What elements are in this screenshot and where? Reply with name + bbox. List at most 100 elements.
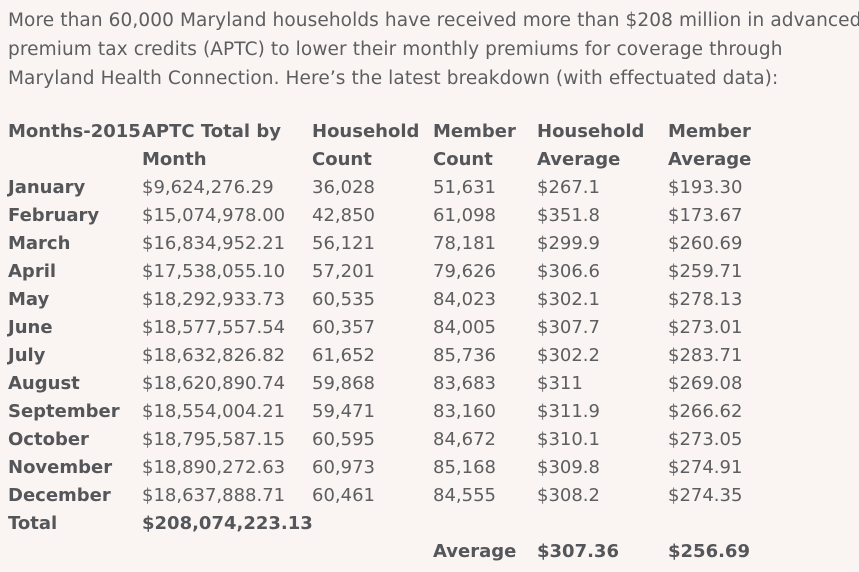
cell-month: November [8, 457, 113, 478]
cell-household-average: $302.2 [537, 345, 600, 366]
cell-member-average: $260.69 [668, 233, 743, 254]
cell-aptc-total: $9,624,276.29 [142, 177, 274, 198]
cell-month: March [8, 233, 71, 254]
header-household-average-line2: Average [537, 149, 621, 170]
cell-member-count: 78,181 [433, 233, 496, 254]
cell-aptc-total: $18,637,888.71 [142, 485, 286, 506]
cell-member-count: 83,160 [433, 401, 496, 422]
intro-line-1: More than 60,000 Maryland households hav… [8, 10, 859, 31]
cell-month: January [8, 177, 86, 198]
header-row: Months-2015 APTC Total by Month Househol… [8, 118, 857, 174]
cell-member-average [668, 510, 857, 538]
cell-member-count: 84,555 [433, 485, 496, 506]
cell-aptc-total: $18,632,826.82 [142, 345, 286, 366]
header-member-average-line1: Member [668, 121, 751, 142]
header-member-count-line1: Member [433, 121, 516, 142]
header-household-count-line2: Count [312, 149, 372, 170]
cell-aptc-total: $208,074,223.13 [142, 513, 313, 534]
cell-aptc-total: $18,577,557.54 [142, 317, 286, 338]
cell-member-count: 84,023 [433, 289, 496, 310]
intro-line-2: premium tax credits (APTC) to lower thei… [8, 39, 783, 60]
table-row: January $9,624,276.29 36,028 51,631 $267… [8, 174, 857, 202]
cell-month: February [8, 205, 100, 226]
cell-household-count: 61,652 [312, 345, 375, 366]
table-row: March $16,834,952.21 56,121 78,181 $299.… [8, 230, 857, 258]
intro-paragraph: More than 60,000 Maryland households hav… [8, 6, 859, 93]
cell-household-count [312, 510, 433, 538]
average-household-value: $307.36 [537, 541, 619, 562]
aptc-table: Months-2015 APTC Total by Month Househol… [8, 118, 857, 566]
table-row: July $18,632,826.82 61,652 85,736 $302.2… [8, 342, 857, 370]
header-member-count-line2: Count [433, 149, 493, 170]
header-household-count: Household Count [312, 118, 433, 174]
table-row: June $18,577,557.54 60,357 84,005 $307.7… [8, 314, 857, 342]
cell-household-count: 59,868 [312, 373, 375, 394]
cell-household-count: 60,461 [312, 485, 375, 506]
cell-household-average: $309.8 [537, 457, 600, 478]
table-row: December $18,637,888.71 60,461 84,555 $3… [8, 482, 857, 510]
cell-household-average: $310.1 [537, 429, 600, 450]
cell-member-average: $173.67 [668, 205, 743, 226]
intro-line-3: Maryland Health Connection. Here’s the l… [8, 68, 779, 89]
average-row-label: Average [433, 541, 517, 562]
cell-member-count: 79,626 [433, 261, 496, 282]
cell-aptc-total: $16,834,952.21 [142, 233, 286, 254]
average-row-spacer-1 [8, 538, 142, 566]
table-row: September $18,554,004.21 59,471 83,160 $… [8, 398, 857, 426]
cell-member-count: 85,168 [433, 457, 496, 478]
header-months: Months-2015 [8, 118, 142, 174]
cell-member-average: $193.30 [668, 177, 743, 198]
header-household-average-line1: Household [537, 121, 645, 142]
cell-household-count: 36,028 [312, 177, 375, 198]
header-aptc-total-line2: Month [142, 149, 207, 170]
cell-member-average: $278.13 [668, 289, 743, 310]
header-member-average-line2: Average [668, 149, 752, 170]
cell-aptc-total: $18,620,890.74 [142, 373, 286, 394]
cell-household-count: 60,973 [312, 457, 375, 478]
cell-household-average [537, 510, 668, 538]
cell-month: December [8, 485, 111, 506]
cell-member-count: 61,098 [433, 205, 496, 226]
cell-household-average: $302.1 [537, 289, 600, 310]
cell-household-count: 60,595 [312, 429, 375, 450]
table-row: August $18,620,890.74 59,868 83,683 $311… [8, 370, 857, 398]
header-household-count-line1: Household [312, 121, 420, 142]
average-row: Average $307.36 $256.69 [8, 538, 857, 566]
cell-month: Total [8, 513, 58, 534]
cell-member-average: $269.08 [668, 373, 743, 394]
table-row: November $18,890,272.63 60,973 85,168 $3… [8, 454, 857, 482]
cell-household-count: 60,535 [312, 289, 375, 310]
header-months-line1: Months-2015 [8, 121, 141, 142]
cell-household-count: 56,121 [312, 233, 375, 254]
table-row: May $18,292,933.73 60,535 84,023 $302.1 … [8, 286, 857, 314]
table-row: Total $208,074,223.13 [8, 510, 857, 538]
cell-household-average: $307.7 [537, 317, 600, 338]
cell-month: June [8, 317, 53, 338]
cell-aptc-total: $18,554,004.21 [142, 401, 286, 422]
cell-month: September [8, 401, 120, 422]
cell-member-count: 84,005 [433, 317, 496, 338]
cell-month: August [8, 373, 80, 394]
cell-member-count: 85,736 [433, 345, 496, 366]
cell-aptc-total: $18,890,272.63 [142, 457, 286, 478]
cell-household-average: $308.2 [537, 485, 600, 506]
header-member-count: Member Count [433, 118, 537, 174]
cell-member-average: $259.71 [668, 261, 743, 282]
cell-member-average: $273.01 [668, 317, 743, 338]
cell-member-average: $274.91 [668, 457, 743, 478]
average-row-spacer-3 [312, 538, 433, 566]
cell-household-average: $311.9 [537, 401, 600, 422]
table-body: January $9,624,276.29 36,028 51,631 $267… [8, 174, 857, 538]
header-aptc-total: APTC Total by Month [142, 118, 312, 174]
cell-member-average: $273.05 [668, 429, 743, 450]
cell-aptc-total: $15,074,978.00 [142, 205, 286, 226]
cell-member-count: 84,672 [433, 429, 496, 450]
cell-member-average: $266.62 [668, 401, 743, 422]
cell-aptc-total: $18,292,933.73 [142, 289, 286, 310]
cell-household-average: $311 [537, 373, 583, 394]
cell-household-count: 59,471 [312, 401, 375, 422]
cell-member-count: 51,631 [433, 177, 496, 198]
cell-household-average: $267.1 [537, 177, 600, 198]
header-household-average: Household Average [537, 118, 668, 174]
